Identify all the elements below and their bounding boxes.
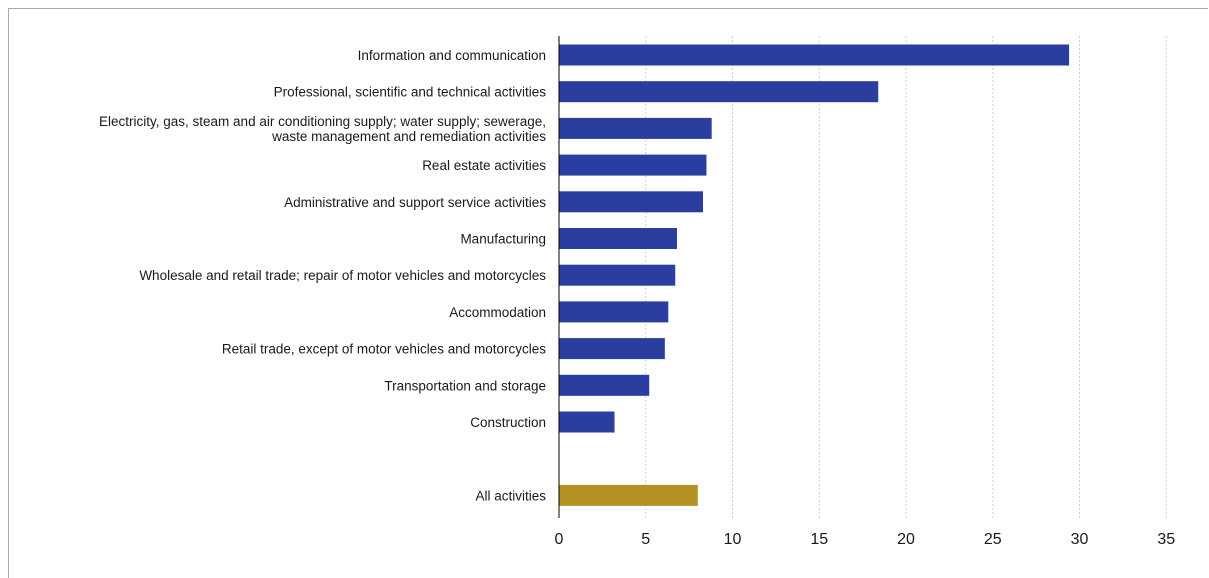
category-label: Construction	[470, 415, 546, 430]
bar	[559, 338, 665, 360]
category-label: All activities	[475, 488, 546, 503]
category-label: Real estate activities	[422, 158, 546, 173]
x-tick-label: 10	[724, 531, 742, 548]
bar	[559, 117, 712, 139]
x-tick-label: 5	[641, 531, 650, 548]
category-label: Accommodation	[449, 305, 546, 320]
bar	[559, 411, 615, 433]
category-label: Transportation and storage	[384, 378, 546, 393]
x-tick-labels: 0 5 10 15 20 25 30 35	[555, 531, 1176, 548]
category-label: Wholesale and retail trade; repair of mo…	[139, 268, 546, 283]
x-tick-label: 30	[1071, 531, 1089, 548]
bar	[559, 154, 707, 176]
x-tick-label: 0	[555, 531, 564, 548]
bar	[559, 484, 698, 506]
x-tick-label: 20	[897, 531, 915, 548]
bar	[559, 264, 676, 286]
category-label: Administrative and support service activ…	[284, 195, 546, 210]
bar	[559, 228, 677, 249]
bar	[559, 81, 879, 103]
category-label: Electricity, gas, steam and air conditio…	[99, 114, 546, 144]
category-labels: Information and communication Professiona…	[99, 48, 546, 503]
bar	[559, 44, 1070, 66]
x-tick-label: 25	[984, 531, 1002, 548]
bars	[559, 44, 1070, 506]
x-tick-label: 15	[810, 531, 828, 548]
chart-frame: Information and communication Professiona…	[8, 8, 1208, 578]
bar-chart: Information and communication Professiona…	[99, 36, 1176, 548]
bar	[559, 301, 669, 323]
category-label: Professional, scientific and technical a…	[274, 85, 547, 100]
gridlines	[645, 36, 1167, 518]
bar	[559, 191, 704, 213]
category-label: Information and communication	[358, 48, 546, 63]
category-label: Retail trade, except of motor vehicles a…	[222, 342, 546, 357]
bar	[559, 374, 650, 396]
category-label: Manufacturing	[460, 232, 546, 247]
x-tick-label: 35	[1157, 531, 1175, 548]
